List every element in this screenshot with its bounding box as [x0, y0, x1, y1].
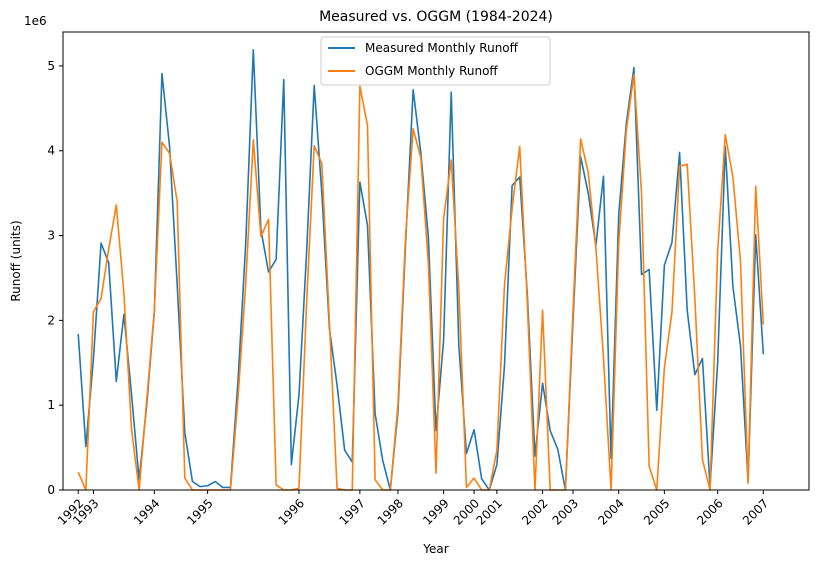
- y-tick-label: 0: [47, 483, 55, 497]
- legend-label-oggm: OGGM Monthly Runoff: [365, 64, 498, 78]
- measured-runoff-line: [77, 49, 765, 491]
- y-offset-label: 1e6: [24, 14, 47, 28]
- y-tick-label: 3: [47, 229, 55, 243]
- y-ticks: 0 1 2 3 4 5: [47, 59, 63, 497]
- y-tick-label: 1: [47, 398, 55, 412]
- plot-frame: [62, 31, 810, 491]
- y-axis-label: Runoff (units): [9, 220, 23, 301]
- legend: Measured Monthly Runoff OGGM Monthly Run…: [320, 36, 551, 86]
- y-tick-label: 5: [47, 59, 55, 73]
- chart-title: Measured vs. OGGM (1984-2024): [319, 9, 553, 25]
- legend-label-measured: Measured Monthly Runoff: [365, 41, 519, 55]
- legend-box: [320, 36, 551, 86]
- x-axis-label: Year: [422, 542, 448, 556]
- y-tick-label: 4: [47, 144, 55, 158]
- y-tick-label: 2: [47, 313, 55, 327]
